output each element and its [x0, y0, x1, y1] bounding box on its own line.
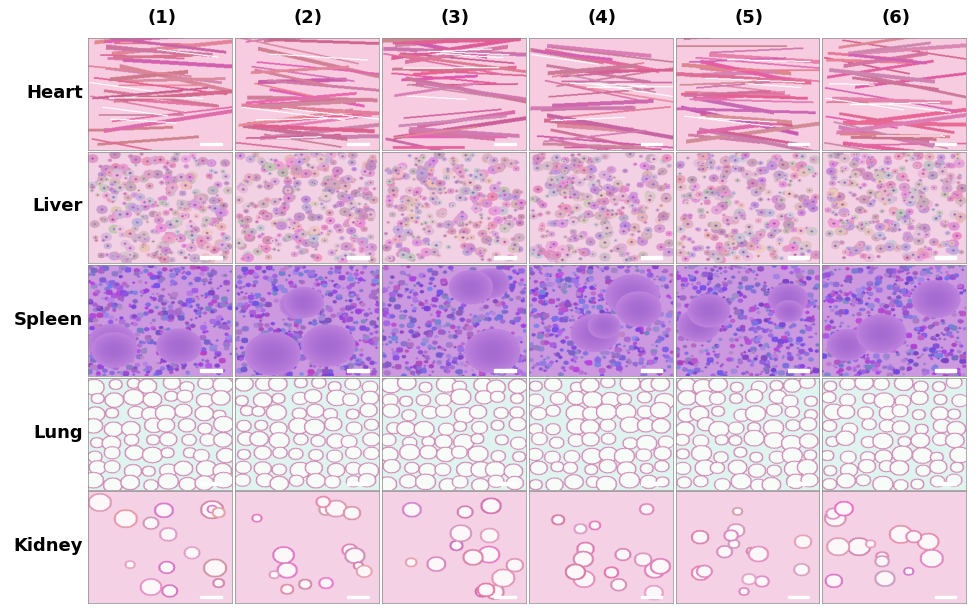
Text: Liver: Liver	[33, 197, 83, 216]
Bar	[494, 369, 515, 372]
Bar	[641, 369, 662, 372]
Bar	[200, 143, 222, 146]
Text: (4): (4)	[587, 9, 616, 27]
Bar	[200, 256, 222, 259]
Text: Kidney: Kidney	[14, 537, 83, 555]
Bar	[934, 369, 956, 372]
Bar	[200, 482, 222, 485]
Bar	[787, 596, 809, 599]
Bar	[641, 482, 662, 485]
Text: Lung: Lung	[33, 424, 83, 442]
Text: (5): (5)	[734, 9, 763, 27]
Text: Heart: Heart	[26, 84, 83, 102]
Bar	[347, 369, 369, 372]
Bar	[347, 256, 369, 259]
Bar	[641, 596, 662, 599]
Bar	[934, 596, 956, 599]
Bar	[200, 596, 222, 599]
Text: (2): (2)	[293, 9, 323, 27]
Bar	[494, 143, 515, 146]
Bar	[347, 482, 369, 485]
Bar	[347, 143, 369, 146]
Bar	[641, 256, 662, 259]
Text: Spleen: Spleen	[14, 311, 83, 329]
Bar	[934, 256, 956, 259]
Bar	[787, 482, 809, 485]
Text: (6): (6)	[880, 9, 910, 27]
Text: (3): (3)	[440, 9, 469, 27]
Bar	[494, 596, 515, 599]
Bar	[934, 482, 956, 485]
Bar	[494, 256, 515, 259]
Bar	[494, 482, 515, 485]
Bar	[787, 256, 809, 259]
Bar	[200, 369, 222, 372]
Bar	[787, 369, 809, 372]
Bar	[787, 143, 809, 146]
Text: (1): (1)	[147, 9, 176, 27]
Bar	[934, 143, 956, 146]
Bar	[641, 143, 662, 146]
Bar	[347, 596, 369, 599]
